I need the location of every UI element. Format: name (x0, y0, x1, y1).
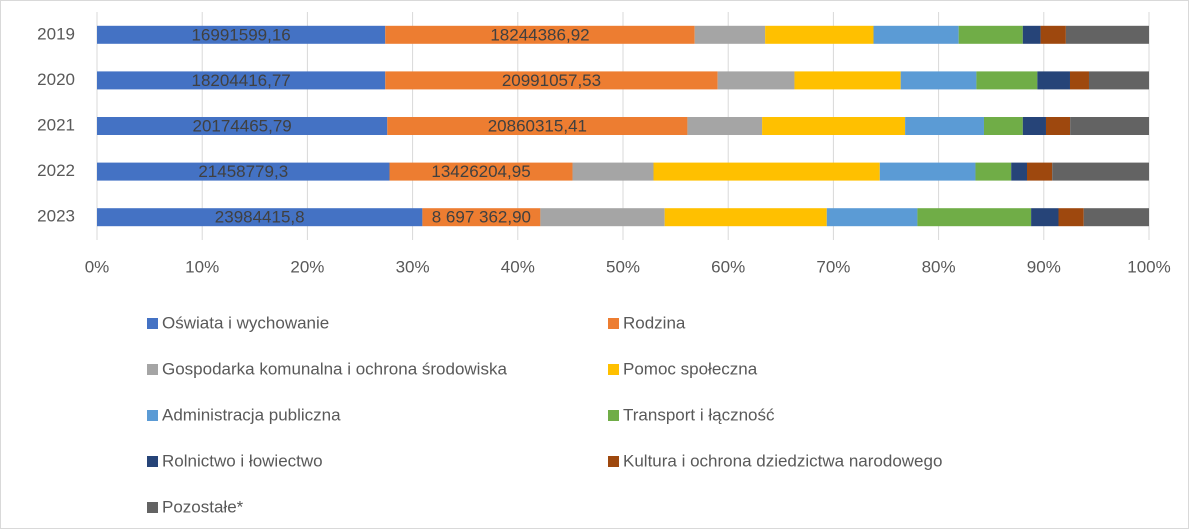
bar-segment (826, 208, 918, 227)
bar-segment (765, 25, 874, 44)
bar-segment (717, 71, 795, 90)
x-tick-label: 80% (922, 257, 956, 276)
legend-label: Oświata i wychowanie (162, 313, 329, 332)
bar-segment (97, 71, 386, 90)
bar-segment (879, 162, 976, 181)
bar-segment (976, 71, 1038, 90)
bar-segment (1065, 25, 1149, 44)
y-tick-label: 2021 (37, 115, 75, 134)
bar-segment (1052, 162, 1149, 181)
bar-segment (762, 117, 906, 135)
bar-segment (1070, 117, 1149, 135)
bar-segment (97, 162, 390, 181)
legend-label: Kultura i ochrona dziedzictwa narodowego (623, 451, 942, 470)
bar-segment (1083, 208, 1149, 227)
y-tick-label: 2022 (37, 161, 75, 180)
data-label: 18244386,92 (490, 25, 589, 44)
legend-swatch (147, 456, 158, 467)
bar-segment (385, 25, 695, 44)
bar-segment (900, 71, 977, 90)
bar-segment (387, 117, 688, 135)
legend-label: Rodzina (623, 313, 686, 332)
bar-segment (983, 117, 1023, 135)
bar-segment (917, 208, 1032, 227)
legend-swatch (608, 410, 619, 421)
legend-swatch (608, 456, 619, 467)
bar-segment (1011, 162, 1027, 181)
data-label: 21458779,3 (198, 162, 288, 181)
legend-swatch (147, 410, 158, 421)
legend-label: Pomoc społeczna (623, 359, 758, 378)
bar-segment (664, 208, 827, 227)
bar-segment (1088, 71, 1149, 90)
bar-segment (1069, 71, 1089, 90)
bar-segment (975, 162, 1012, 181)
x-tick-label: 20% (290, 257, 324, 276)
bar-segment (1026, 162, 1053, 181)
data-label: 16991599,16 (191, 25, 290, 44)
bar-segment (694, 25, 766, 44)
legend-swatch (608, 364, 619, 375)
x-tick-label: 0% (85, 257, 110, 276)
bar-segment (958, 25, 1023, 44)
legend-swatch (608, 318, 619, 329)
bar-segment (1058, 208, 1084, 227)
legend-label: Gospodarka komunalna i ochrona środowisk… (162, 359, 507, 378)
y-tick-label: 2019 (37, 24, 75, 43)
x-tick-label: 100% (1127, 257, 1170, 276)
legend-label: Pozostałe* (162, 497, 244, 516)
bar-segment (1022, 25, 1041, 44)
legend-swatch (147, 364, 158, 375)
bar-segment (794, 71, 901, 90)
bar-segment (97, 208, 423, 227)
bar-segment (1022, 117, 1046, 135)
bar-segment (905, 117, 984, 135)
bar-segment (97, 117, 388, 135)
data-label: 18204416,77 (191, 71, 290, 90)
legend-swatch (147, 318, 158, 329)
x-tick-label: 70% (816, 257, 850, 276)
bar-segment (1037, 71, 1070, 90)
bar-segment (1031, 208, 1059, 227)
x-tick-label: 60% (711, 257, 745, 276)
data-label: 20991057,53 (502, 71, 601, 90)
x-tick-label: 10% (185, 257, 219, 276)
legend-label: Rolnictwo i łowiectwo (162, 451, 323, 470)
bar-segment (97, 25, 386, 44)
x-tick-label: 40% (501, 257, 535, 276)
bar-segment (422, 208, 541, 227)
data-label: 23984415,8 (215, 208, 305, 227)
data-label: 13426204,95 (431, 162, 530, 181)
data-label: 20860315,41 (488, 116, 587, 135)
x-tick-label: 50% (606, 257, 640, 276)
bar-segment (572, 162, 654, 181)
bar-segment (653, 162, 880, 181)
bar-segment (540, 208, 665, 227)
legend-label: Administracja publiczna (162, 405, 341, 424)
legend-label: Transport i łączność (623, 405, 775, 424)
y-tick-label: 2023 (37, 207, 75, 226)
bar-segment (873, 25, 959, 44)
legend-swatch (147, 502, 158, 513)
x-tick-label: 90% (1027, 257, 1061, 276)
data-label: 20174465,79 (192, 116, 291, 135)
data-label: 8 697 362,90 (432, 208, 531, 227)
bar-segment (389, 162, 573, 181)
y-tick-label: 2020 (37, 70, 75, 89)
x-tick-label: 30% (396, 257, 430, 276)
bar-segment (1040, 25, 1066, 44)
bar-segment (1045, 117, 1071, 135)
bar-segment (687, 117, 763, 135)
bar-segment (385, 71, 718, 90)
